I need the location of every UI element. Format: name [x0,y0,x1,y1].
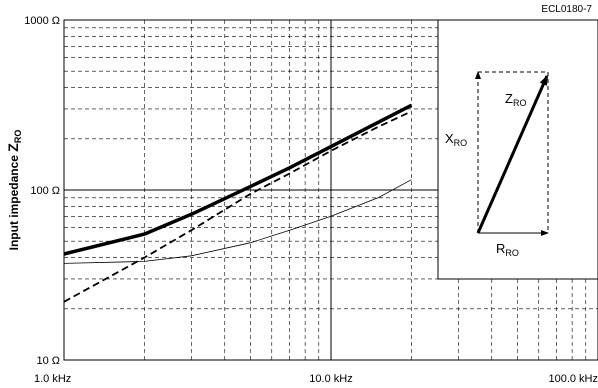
y-axis-ticks: 10 Ω 100 Ω 1000 Ω [24,15,60,367]
data-series [63,103,413,303]
y-tick-label: 100 Ω [30,185,60,197]
x-tick-label: 1.0 kHz [34,373,71,385]
series-line-thick-solid [63,103,413,256]
y-tick-label: 10 Ω [36,355,60,367]
plot-frame [63,19,598,361]
y-tick-label: 1000 Ω [24,15,60,27]
x-tick-label: 10.0 kHz [309,373,352,385]
series-line-thin-solid [63,179,412,264]
inset-z-label: ZRO [505,91,526,108]
inset-x-label: XRO [445,131,467,148]
inset-r-label: RRO [496,241,519,258]
x-axis-ticks: 1.0 kHz 10.0 kHz 100.0 kHz [34,373,598,385]
x-tick-label: 100.0 kHz [548,373,598,385]
y-axis-label: Input impedance ZRO [5,130,23,251]
series-line-dashed [63,110,412,303]
figure-code: ECL0180-7 [541,4,592,15]
inset-box [437,19,598,280]
inset-z-vector [476,75,549,234]
